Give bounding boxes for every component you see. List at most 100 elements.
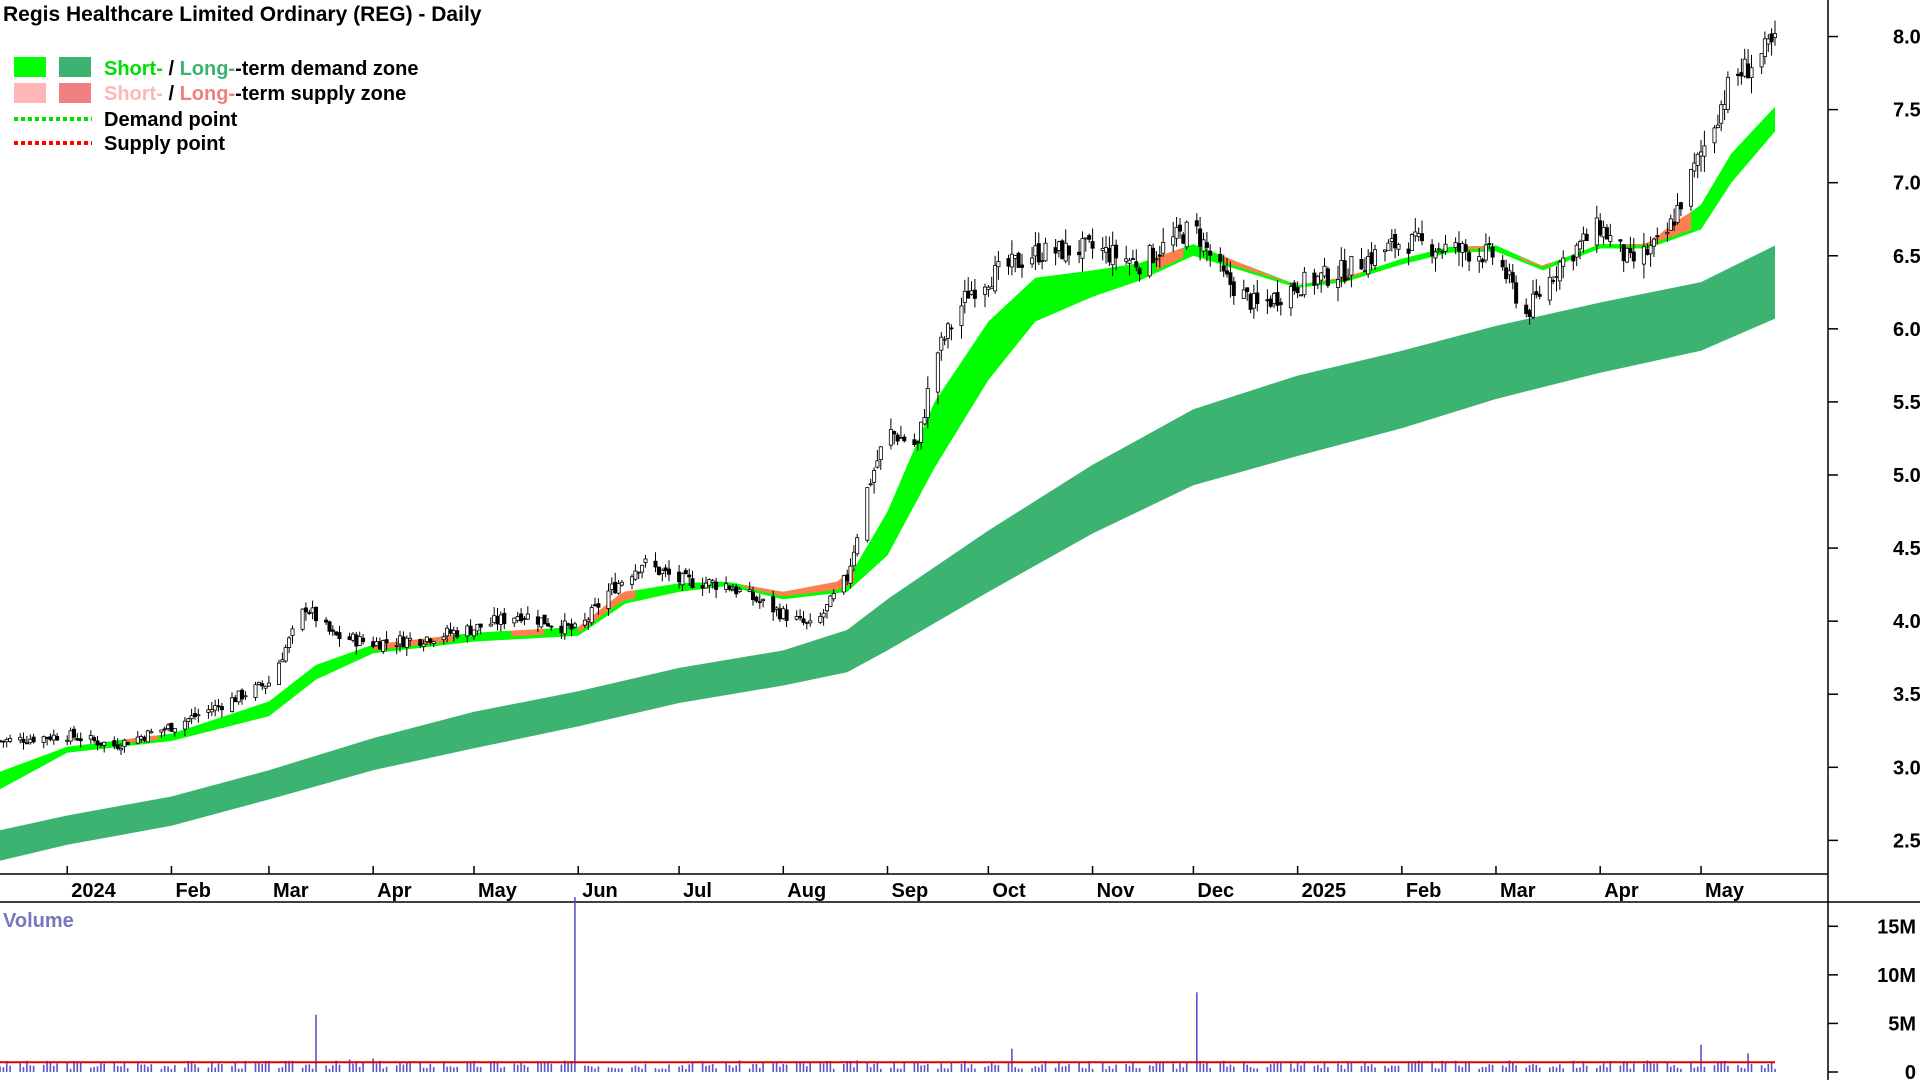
price-candle [1255,279,1260,312]
price-candle [337,625,342,647]
price-candle [1507,263,1512,284]
price-candle [525,606,530,620]
price-candle [78,732,83,748]
price-candle [1060,239,1065,260]
price-candle [892,430,897,445]
price-candle [51,729,56,745]
price-candle [1056,240,1061,258]
price-candle [1130,249,1135,260]
price-candle [1463,239,1468,261]
price-candle [1315,274,1320,289]
price-candle [784,603,789,628]
price-candle [394,638,399,655]
price-candle [949,324,954,341]
volume-tick-label: 15M [1877,916,1916,938]
price-candle [1773,20,1778,46]
price-candle [1278,298,1283,316]
price-candle [72,725,77,741]
price-candle [189,708,194,724]
price-candle [280,652,285,663]
price-candle [186,717,191,729]
price-candle [757,594,762,609]
price-candle [1124,245,1129,265]
price-candle [606,583,611,616]
price-candle [1722,90,1727,121]
price-candle [1228,261,1233,298]
legend-supply-zone: Short- / Long--term supply zone [104,83,406,105]
price-candle [1483,233,1488,264]
price-candle [1692,152,1697,178]
price-candle [546,618,551,627]
price-candle [1033,232,1038,271]
price-tick-label: 7.0 [1893,173,1920,195]
price-candle [1265,289,1270,315]
price-candle [310,600,315,620]
price-candle [24,735,29,745]
price-candle [253,681,258,701]
price-candle [502,608,507,630]
price-candles [0,20,1778,755]
price-candle [125,741,130,745]
price-candle [825,604,830,619]
price-candle [613,572,618,594]
time-axis-ticks: 2024 Feb Mar Apr May Jun Jul Aug Sep Oct Nov Dec 202… [66,866,1745,902]
price-candle [801,611,806,626]
price-candle [303,602,308,621]
price-candle [851,545,856,572]
price-candle [727,584,732,592]
price-tick-label: 4.5 [1893,538,1920,560]
price-candle [969,281,974,296]
price-candle [377,637,382,650]
price-candle [1040,252,1045,270]
chart-title: Regis Healthcare Limited Ordinary (REG) … [3,3,482,26]
price-candle [475,623,480,636]
price-candle [471,629,476,640]
price-candle [774,606,779,617]
price-candle [1204,232,1209,262]
price-candle [55,733,60,741]
legend-supply-sep: / [163,83,180,105]
price-candle [808,613,813,627]
price-candle [324,617,329,626]
price-candle [1245,287,1250,301]
price-candle [912,433,917,447]
price-candle [243,691,248,700]
price-candle [1601,220,1606,245]
price-candle [868,478,873,487]
price-candle [468,619,473,636]
price-candle [1477,248,1482,273]
price-candle [798,609,803,621]
price-candle [1443,235,1448,255]
price-candle [683,567,688,575]
price-candle [761,598,766,608]
price-candle [1362,257,1367,273]
short-term-supply-segment [742,568,854,597]
price-candle [855,533,860,557]
price-candle [1725,71,1730,114]
price-candle [922,409,927,426]
price-axis-ticks: 2.5 3.0 3.5 4.0 4.5 5.0 5.5 6.0 6.5 7.0 7.5 8.0 [1828,27,1920,852]
price-candle [549,625,554,632]
price-candle [418,638,423,649]
price-candle [313,606,318,628]
short-term-supply-segment [373,635,454,651]
price-candle [169,722,174,732]
price-candle [1147,243,1152,279]
price-candle [1231,276,1236,305]
price-tick-label: 3.5 [1893,684,1920,706]
price-candle [1695,152,1700,179]
price-candle [1409,233,1414,251]
price-candle [290,625,295,644]
price-candle [1268,295,1273,308]
time-tick-label: 2024 [71,880,116,902]
price-candle [408,632,413,647]
price-candle [542,614,547,625]
price-candle [902,434,907,443]
price-candle [1655,227,1660,244]
price-candle [804,621,809,630]
price-candle [1087,233,1092,243]
price-candle [1769,28,1774,56]
price-candle [1295,281,1300,299]
price-candle [1161,227,1166,257]
price-candle [206,704,211,719]
